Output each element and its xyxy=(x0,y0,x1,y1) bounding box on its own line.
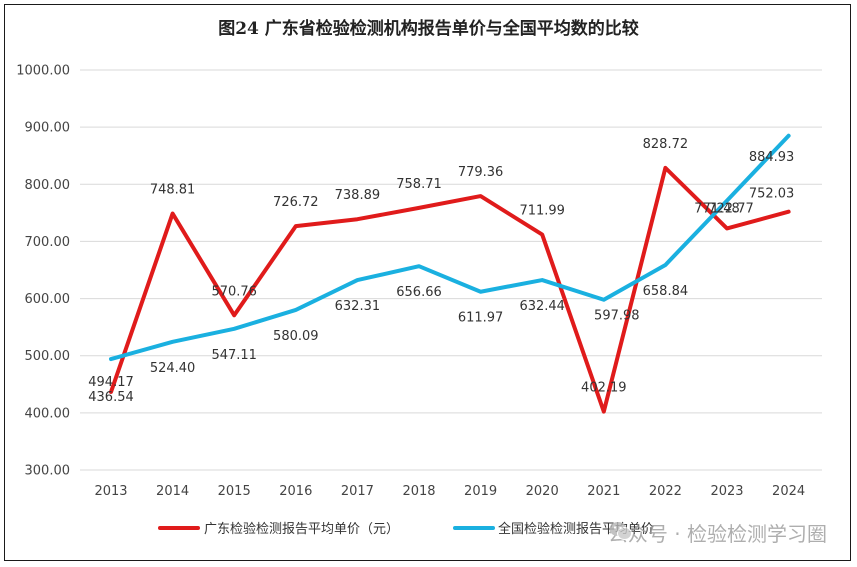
data-label: 758.71 xyxy=(396,177,442,192)
y-tick-label: 900.00 xyxy=(25,121,71,136)
data-label: 597.98 xyxy=(594,309,640,324)
y-tick-label: 1000.00 xyxy=(16,64,70,79)
data-label: 828.72 xyxy=(643,137,689,152)
data-label: 726.72 xyxy=(273,195,319,210)
data-label: 748.81 xyxy=(150,183,196,198)
data-label: 547.11 xyxy=(211,348,257,363)
legend: 广东检验检测报告平均单价（元） 全国检验检测报告平均单价 xyxy=(158,521,654,537)
y-tick-label: 800.00 xyxy=(25,178,71,193)
x-tick-label: 2021 xyxy=(587,484,620,499)
x-axis: 2013 2014 2015 2016 2017 2018 2019 2020 2021 2022… xyxy=(94,484,805,499)
data-label: 611.97 xyxy=(458,311,504,326)
y-tick-label: 600.00 xyxy=(25,292,71,307)
chart-title: 图24 广东省检验检测机构报告单价与全国平均数的比较 xyxy=(218,19,639,39)
data-label: 436.54 xyxy=(88,390,134,405)
x-tick-label: 2019 xyxy=(464,484,497,499)
data-label: 570.76 xyxy=(211,284,257,299)
x-tick-label: 2024 xyxy=(772,484,805,499)
data-label: 884.93 xyxy=(749,150,795,165)
x-tick-label: 2014 xyxy=(156,484,189,499)
y-tick-label: 300.00 xyxy=(25,464,71,479)
series-line-national xyxy=(109,133,791,362)
data-label: 524.40 xyxy=(150,361,196,376)
y-tick-label: 400.00 xyxy=(25,406,71,421)
data-label: 656.66 xyxy=(396,285,442,300)
x-tick-label: 2023 xyxy=(710,484,743,499)
watermark: 公众号 · 检验检测学习圈 xyxy=(608,518,827,547)
x-tick-label: 2017 xyxy=(341,484,374,499)
x-tick-label: 2018 xyxy=(402,484,435,499)
y-tick-label: 700.00 xyxy=(25,235,71,250)
data-label: 580.09 xyxy=(273,329,319,344)
series-lines xyxy=(109,133,791,414)
data-labels: 436.54 748.81 570.76 726.72 738.89 758.71 779.… xyxy=(88,137,794,405)
data-label: 711.99 xyxy=(519,204,565,219)
data-label: 752.03 xyxy=(749,187,795,202)
gridlines xyxy=(80,69,822,471)
data-label: 771.48 xyxy=(694,202,740,217)
x-tick-label: 2022 xyxy=(649,484,682,499)
watermark-text: 公众号 · 检验检测学习圈 xyxy=(607,522,827,546)
data-label: 402.19 xyxy=(581,381,627,396)
chart-frame xyxy=(4,4,851,561)
data-label: 494.17 xyxy=(88,375,134,390)
data-label: 632.31 xyxy=(335,299,381,314)
series-line-guangdong xyxy=(109,165,791,414)
data-label: 722.77 xyxy=(708,201,754,216)
x-tick-label: 2015 xyxy=(218,484,251,499)
x-tick-label: 2020 xyxy=(526,484,559,499)
wechat-icon xyxy=(609,522,632,540)
x-tick-label: 2013 xyxy=(94,484,127,499)
data-label: 738.89 xyxy=(335,188,381,203)
data-label: 632.44 xyxy=(519,299,565,314)
x-tick-label: 2016 xyxy=(279,484,312,499)
data-label: 658.84 xyxy=(643,284,689,299)
legend-label: 广东检验检测报告平均单价（元） xyxy=(204,521,399,537)
data-label: 779.36 xyxy=(458,165,504,180)
y-tick-label: 500.00 xyxy=(25,349,71,364)
y-axis: 300.00 400.00 500.00 600.00 700.00 800.00 900.… xyxy=(16,64,70,479)
